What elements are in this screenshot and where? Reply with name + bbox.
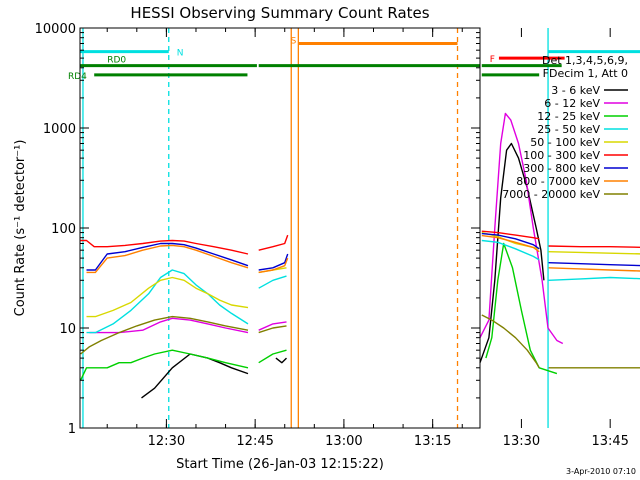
series-line-1 <box>275 357 287 364</box>
series-line-4 <box>258 275 287 289</box>
flag-label-f: F <box>490 55 495 65</box>
y-tick-label: 10 <box>59 322 76 337</box>
y-tick-label: 1000 <box>43 122 76 137</box>
legend: Det 1,3,4,5,6,9,FDecim 1, Att 0 3 - 6 keV… <box>502 54 628 201</box>
flag-label-rd4: RD4 <box>68 72 87 82</box>
series-line-5 <box>86 276 249 318</box>
legend-label: 12 - 25 keV <box>537 110 600 123</box>
legend-header: Det 1,3,4,5,6,9, <box>542 54 628 67</box>
legend-label: 800 - 7000 keV <box>516 175 600 188</box>
chart-title: HESSI Observing Summary Count Rates <box>130 4 429 22</box>
y-axis-label: Count Rate (s⁻¹ detector⁻¹) <box>13 140 28 317</box>
x-tick-label: 13:45 <box>591 434 628 449</box>
y-tick-label: 10000 <box>35 22 76 37</box>
x-tick-label: 12:45 <box>236 434 273 449</box>
footer-timestamp: 3-Apr-2010 07:10 <box>566 467 636 476</box>
x-tick-label: 12:30 <box>148 434 185 449</box>
legend-header: FDecim 1, Att 0 <box>543 67 628 80</box>
series-line-8 <box>86 244 249 274</box>
series-line-4 <box>548 276 640 281</box>
series-line-5 <box>548 251 640 255</box>
legend-label: 25 - 50 keV <box>537 123 600 136</box>
flag-label-s: S <box>291 36 297 46</box>
y-tick-label: 100 <box>51 222 76 237</box>
series-line-3 <box>79 349 249 381</box>
series-line-8 <box>258 257 289 274</box>
series-line-8 <box>548 267 640 272</box>
series-line-9 <box>80 315 249 355</box>
series-line-2 <box>258 321 287 331</box>
series-line-9 <box>258 325 287 334</box>
x-axis-label: Start Time (26-Jan-03 12:15:22) <box>176 457 384 472</box>
series-line-6 <box>80 239 249 255</box>
x-tick-label: 13:30 <box>503 434 540 449</box>
series-line-8 <box>481 234 540 253</box>
series-line-9 <box>481 314 540 369</box>
plot-area <box>79 28 640 428</box>
legend-label: 3 - 6 keV <box>551 84 600 97</box>
flag-label-rd0: RD0 <box>107 56 126 66</box>
series-line-7 <box>548 262 640 267</box>
series-line-7 <box>86 242 249 271</box>
axes: 1 10 100 1000 10000 12:30 12:45 13:00 13:15 13:30… <box>35 22 629 449</box>
series-line-7 <box>258 253 289 271</box>
x-tick-label: 13:00 <box>325 434 362 449</box>
series-line-2 <box>479 112 564 345</box>
series-line-6 <box>481 230 540 240</box>
legend-label: 50 - 100 keV <box>530 136 600 149</box>
legend-label: 300 - 800 keV <box>523 162 600 175</box>
flag-bars: N RD0 RD4 S F <box>68 36 640 82</box>
y-tick-label: 1 <box>68 422 76 437</box>
series-line-2 <box>89 317 249 334</box>
legend-label: 6 - 12 keV <box>544 97 600 110</box>
series-line-4 <box>86 269 249 334</box>
series-line-4 <box>481 239 540 261</box>
series-line-6 <box>548 245 640 248</box>
series-line-6 <box>258 234 289 251</box>
flag-label-n: N <box>177 49 184 59</box>
series-line-7 <box>481 232 540 250</box>
legend-label: 7000 - 20000 keV <box>502 188 600 201</box>
series-line-1 <box>479 142 545 363</box>
series-line-3 <box>258 349 287 364</box>
x-tick-label: 13:15 <box>414 434 451 449</box>
legend-label: 100 - 300 keV <box>523 149 600 162</box>
